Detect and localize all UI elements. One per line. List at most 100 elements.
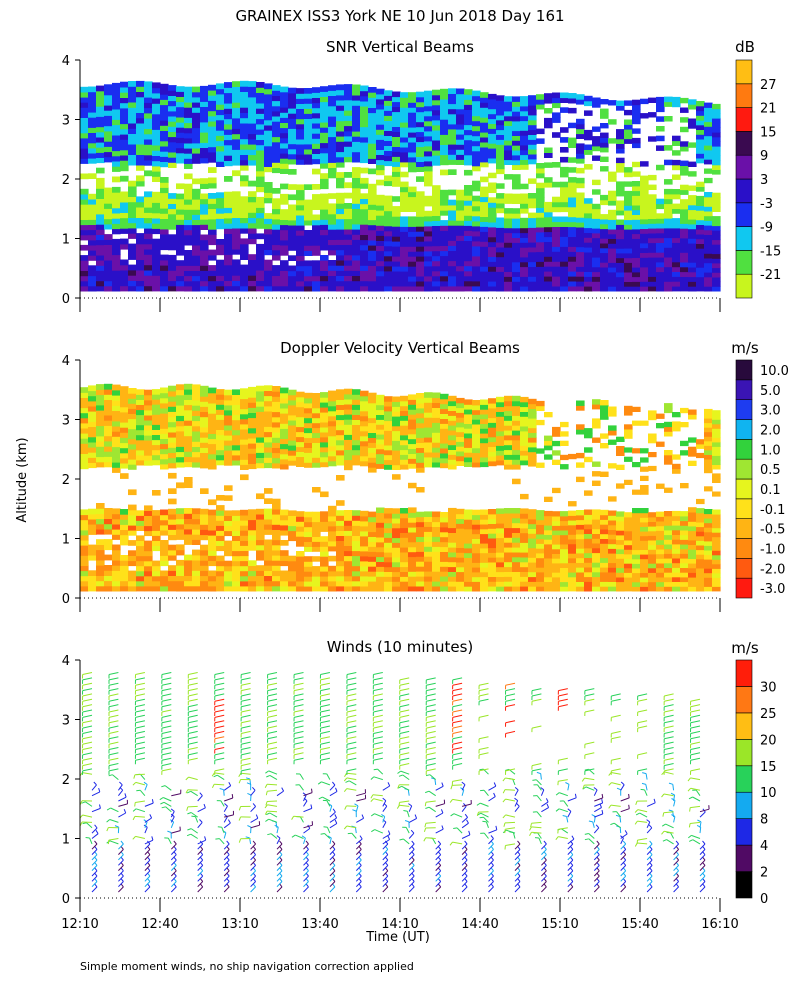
snr-cell (616, 271, 625, 278)
snr-cell (512, 135, 521, 141)
doppler-cell (456, 436, 465, 442)
snr-cell (144, 107, 153, 114)
doppler-cell (312, 432, 321, 438)
snr-cell (344, 239, 353, 245)
doppler-cell (320, 491, 329, 498)
snr-cell (280, 132, 289, 139)
doppler-cell (472, 457, 481, 463)
colorbar-swatch (735, 202, 753, 227)
doppler-cell (120, 519, 129, 525)
doppler-cell (688, 516, 697, 522)
doppler-cell (520, 493, 529, 500)
snr-cell (168, 203, 177, 210)
doppler-cell (520, 576, 529, 582)
doppler-cell (568, 581, 577, 587)
snr-cell (448, 93, 457, 100)
doppler-cell (400, 571, 409, 577)
doppler-cell (160, 407, 169, 414)
doppler-cell (360, 530, 369, 537)
doppler-cell (608, 553, 617, 559)
doppler-cell (448, 547, 457, 553)
doppler-cell (312, 417, 321, 424)
doppler-cell (80, 555, 89, 561)
snr-cell (136, 180, 145, 187)
snr-cell (256, 270, 265, 276)
doppler-cell (120, 457, 129, 464)
snr-cell (104, 125, 113, 132)
doppler-cell (128, 428, 137, 435)
doppler-cell (624, 563, 633, 569)
doppler-cell (344, 575, 353, 582)
doppler-cell (656, 558, 665, 564)
snr-cell (480, 211, 489, 217)
doppler-cell (312, 402, 321, 409)
snr-cell (216, 124, 225, 131)
snr-cell (432, 285, 441, 292)
doppler-cell (168, 406, 177, 412)
doppler-cell (424, 446, 433, 453)
snr-cell (216, 135, 225, 142)
snr-cell (560, 241, 569, 247)
snr-cell (120, 175, 129, 182)
snr-cell (496, 139, 505, 145)
snr-cell (552, 285, 561, 292)
snr-cell (208, 223, 217, 230)
doppler-cell (360, 560, 369, 567)
doppler-cell (600, 547, 609, 554)
snr-cell (280, 250, 289, 256)
snr-cell (640, 161, 649, 167)
doppler-cell (496, 552, 505, 558)
doppler-cell (152, 570, 161, 577)
snr-cell (248, 91, 257, 98)
snr-cell (600, 266, 609, 273)
snr-cell (528, 237, 537, 243)
doppler-cell (256, 416, 265, 423)
doppler-cell (248, 514, 257, 521)
snr-cell (392, 101, 401, 108)
doppler-cell (560, 515, 569, 522)
snr-cell (144, 201, 153, 208)
doppler-cell (480, 447, 489, 453)
snr-cell (664, 159, 673, 166)
doppler-cell (432, 402, 441, 408)
snr-cell (384, 140, 393, 146)
doppler-cell (128, 585, 137, 592)
doppler-cell (368, 392, 377, 399)
snr-cell (320, 234, 329, 241)
snr-cell (328, 193, 337, 199)
snr-cell (112, 270, 121, 276)
snr-cell (528, 119, 537, 126)
doppler-cell (520, 513, 529, 519)
snr-cell (640, 228, 649, 234)
snr-cell (80, 148, 89, 154)
snr-cell (248, 280, 257, 287)
doppler-cell (112, 415, 121, 422)
doppler-cell (264, 390, 273, 397)
snr-cell (416, 176, 425, 182)
snr-cell (632, 228, 641, 235)
doppler-cell (440, 526, 449, 533)
snr-cell (256, 97, 265, 104)
snr-cell (544, 147, 553, 153)
snr-cell (304, 118, 313, 125)
doppler-cell (632, 577, 641, 583)
snr-cell (424, 125, 433, 132)
doppler-cell (136, 394, 145, 400)
doppler-cell (280, 423, 289, 429)
doppler-cell (552, 525, 561, 531)
doppler-cell (432, 576, 441, 582)
doppler-cell (208, 509, 217, 516)
snr-cell (560, 137, 569, 143)
snr-cell (472, 285, 481, 292)
doppler-cell (232, 439, 241, 446)
doppler-cell (424, 516, 433, 522)
snr-cell (352, 89, 361, 96)
doppler-cell (80, 402, 89, 409)
doppler-cell (376, 522, 385, 528)
snr-cell (176, 157, 185, 164)
snr-cell (616, 100, 625, 106)
snr-cell (200, 208, 209, 215)
doppler-cell (176, 523, 185, 530)
doppler-cell (520, 561, 529, 568)
snr-cell (344, 280, 353, 287)
